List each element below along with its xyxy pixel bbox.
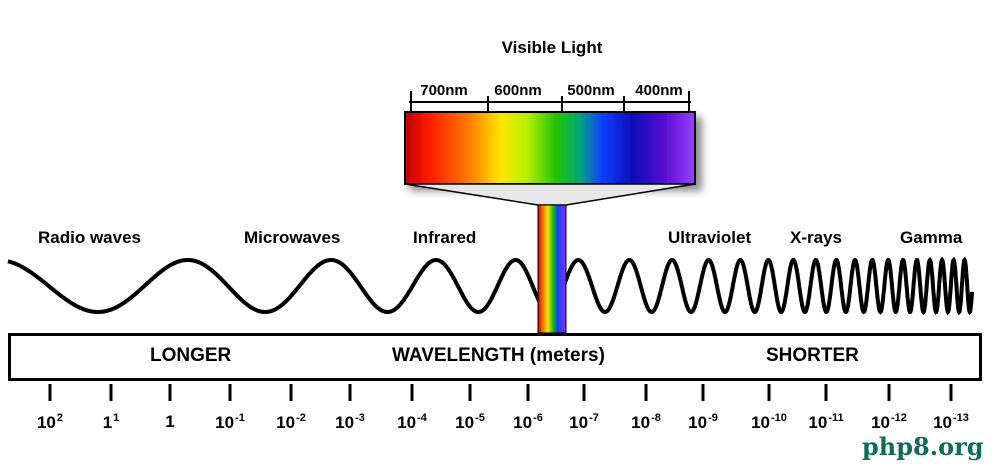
shorter-label: SHORTER — [766, 345, 859, 366]
tick-base: 10 — [36, 413, 56, 432]
tick-label: 10-12 — [871, 412, 907, 433]
longer-label: LONGER — [150, 345, 232, 366]
tick-exponent: -7 — [589, 412, 599, 424]
tick-mark — [887, 384, 891, 401]
band-label-ultraviolet: Ultraviolet — [668, 228, 752, 247]
tick-label: 10-3 — [335, 412, 365, 433]
tick-base: 1 — [102, 413, 113, 432]
tick-base: 10 — [215, 413, 235, 432]
wave-line — [7, 256, 974, 316]
tick-exponent: -3 — [355, 412, 365, 424]
tick-exponent: -13 — [953, 412, 969, 424]
watermark: php8.org — [862, 432, 984, 461]
tick-base: 10 — [335, 413, 355, 432]
tick-exponent: 1 — [113, 412, 120, 424]
tick-exponent: -9 — [708, 412, 718, 424]
visible-spectrum-bar — [404, 111, 696, 185]
tick-mark — [526, 384, 530, 401]
tick-label: 10-11 — [808, 412, 843, 433]
wavelength-label: WAVELENGTH (meters) — [392, 345, 605, 366]
tick-base: 10 — [513, 413, 533, 432]
spectrum-funnel — [404, 183, 696, 206]
tick-exponent: -8 — [651, 412, 661, 424]
tick-base: 10 — [569, 413, 589, 432]
tick-mark — [468, 384, 472, 401]
tick-base: 10 — [871, 413, 891, 432]
tick-label: 10-6 — [513, 412, 543, 433]
tick-mark — [289, 384, 293, 401]
tick-mark — [582, 384, 586, 401]
visible-light-beam — [537, 204, 567, 334]
visible-light-title: Visible Light — [501, 38, 603, 57]
tick-exponent: -5 — [475, 412, 485, 424]
tick-mark — [109, 384, 113, 401]
tick-mark — [824, 384, 828, 401]
wavelength-bar — [8, 333, 982, 381]
nm-label-500: 500nm — [567, 82, 615, 99]
tick-label: 11 — [103, 412, 120, 433]
tick-label: 10-2 — [276, 412, 306, 433]
tick-label: 10-9 — [688, 412, 718, 433]
nm-label-700: 700nm — [420, 82, 468, 99]
tick-label: 10-4 — [397, 412, 427, 433]
tick-label: 10-7 — [569, 412, 599, 433]
band-label-gamma: Gamma — [900, 228, 963, 247]
band-label-radio: Radio waves — [38, 228, 141, 247]
band-label-infrared: Infrared — [413, 228, 477, 247]
band-label-microwaves: Microwaves — [244, 228, 341, 247]
tick-exponent: 2 — [56, 412, 64, 424]
tick-base: 10 — [688, 413, 708, 432]
tick-base: 10 — [455, 413, 475, 432]
tick-base: 1 — [165, 412, 175, 431]
tick-exponent: -6 — [533, 412, 543, 424]
tick-exponent: -11 — [828, 412, 844, 424]
tick-mark — [410, 384, 414, 401]
tick-mark — [949, 384, 953, 401]
nm-label-400: 400nm — [635, 82, 683, 99]
tick-base: 10 — [933, 413, 953, 432]
tick-label: 1 — [165, 412, 174, 432]
tick-mark — [228, 384, 232, 401]
tick-mark — [168, 384, 172, 401]
nm-label-600: 600nm — [494, 82, 542, 99]
tick-exponent: -4 — [417, 412, 427, 424]
tick-base: 10 — [631, 413, 651, 432]
tick-mark — [767, 384, 771, 401]
tick-base: 10 — [397, 413, 417, 432]
tick-label: 10-5 — [455, 412, 485, 433]
tick-label: 102 — [37, 412, 63, 433]
tick-base: 10 — [751, 413, 771, 432]
tick-exponent: -12 — [891, 412, 907, 424]
tick-exponent: -10 — [771, 412, 787, 424]
tick-exponent: -1 — [235, 412, 245, 424]
tick-label: 10-13 — [933, 412, 969, 433]
tick-base: 10 — [276, 413, 296, 432]
band-label-xrays: X-rays — [790, 228, 842, 247]
tick-mark — [701, 384, 705, 401]
tick-mark — [48, 384, 52, 401]
tick-mark — [348, 384, 352, 401]
tick-label: 10-8 — [631, 412, 661, 433]
tick-label: 10-1 — [215, 412, 245, 433]
tick-exponent: -2 — [296, 412, 306, 424]
tick-base: 10 — [808, 413, 828, 432]
tick-label: 10-10 — [751, 412, 787, 433]
tick-mark — [644, 384, 648, 401]
